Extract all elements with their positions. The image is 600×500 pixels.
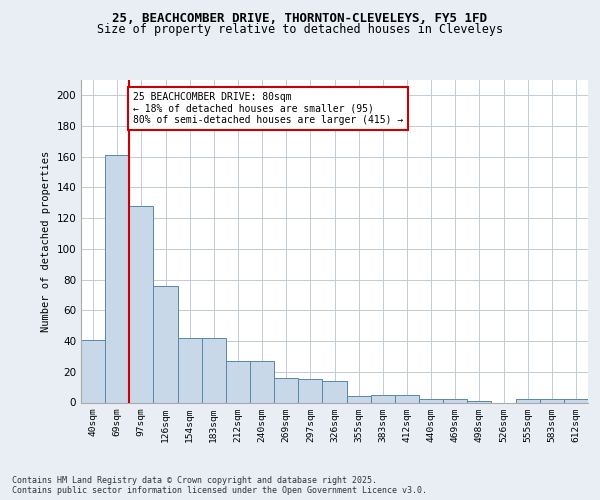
Bar xyxy=(467,401,491,402)
Bar xyxy=(395,395,419,402)
Text: 25 BEACHCOMBER DRIVE: 80sqm
← 18% of detached houses are smaller (95)
80% of sem: 25 BEACHCOMBER DRIVE: 80sqm ← 18% of det… xyxy=(133,92,403,126)
Bar xyxy=(347,396,371,402)
Bar xyxy=(129,206,154,402)
Bar xyxy=(250,361,274,403)
Bar xyxy=(322,381,347,402)
Bar xyxy=(564,400,588,402)
Bar xyxy=(540,400,564,402)
Bar xyxy=(105,155,129,402)
Bar xyxy=(274,378,298,402)
Bar xyxy=(81,340,105,402)
Bar xyxy=(371,395,395,402)
Bar xyxy=(178,338,202,402)
Text: 25, BEACHCOMBER DRIVE, THORNTON-CLEVELEYS, FY5 1FD: 25, BEACHCOMBER DRIVE, THORNTON-CLEVELEY… xyxy=(113,12,487,26)
Bar xyxy=(443,400,467,402)
Text: Size of property relative to detached houses in Cleveleys: Size of property relative to detached ho… xyxy=(97,22,503,36)
Bar xyxy=(154,286,178,403)
Bar xyxy=(419,400,443,402)
Bar xyxy=(298,380,322,402)
Bar xyxy=(226,361,250,403)
Bar xyxy=(515,400,540,402)
Bar xyxy=(202,338,226,402)
Y-axis label: Number of detached properties: Number of detached properties xyxy=(41,150,51,332)
Text: Contains HM Land Registry data © Crown copyright and database right 2025.
Contai: Contains HM Land Registry data © Crown c… xyxy=(12,476,427,495)
